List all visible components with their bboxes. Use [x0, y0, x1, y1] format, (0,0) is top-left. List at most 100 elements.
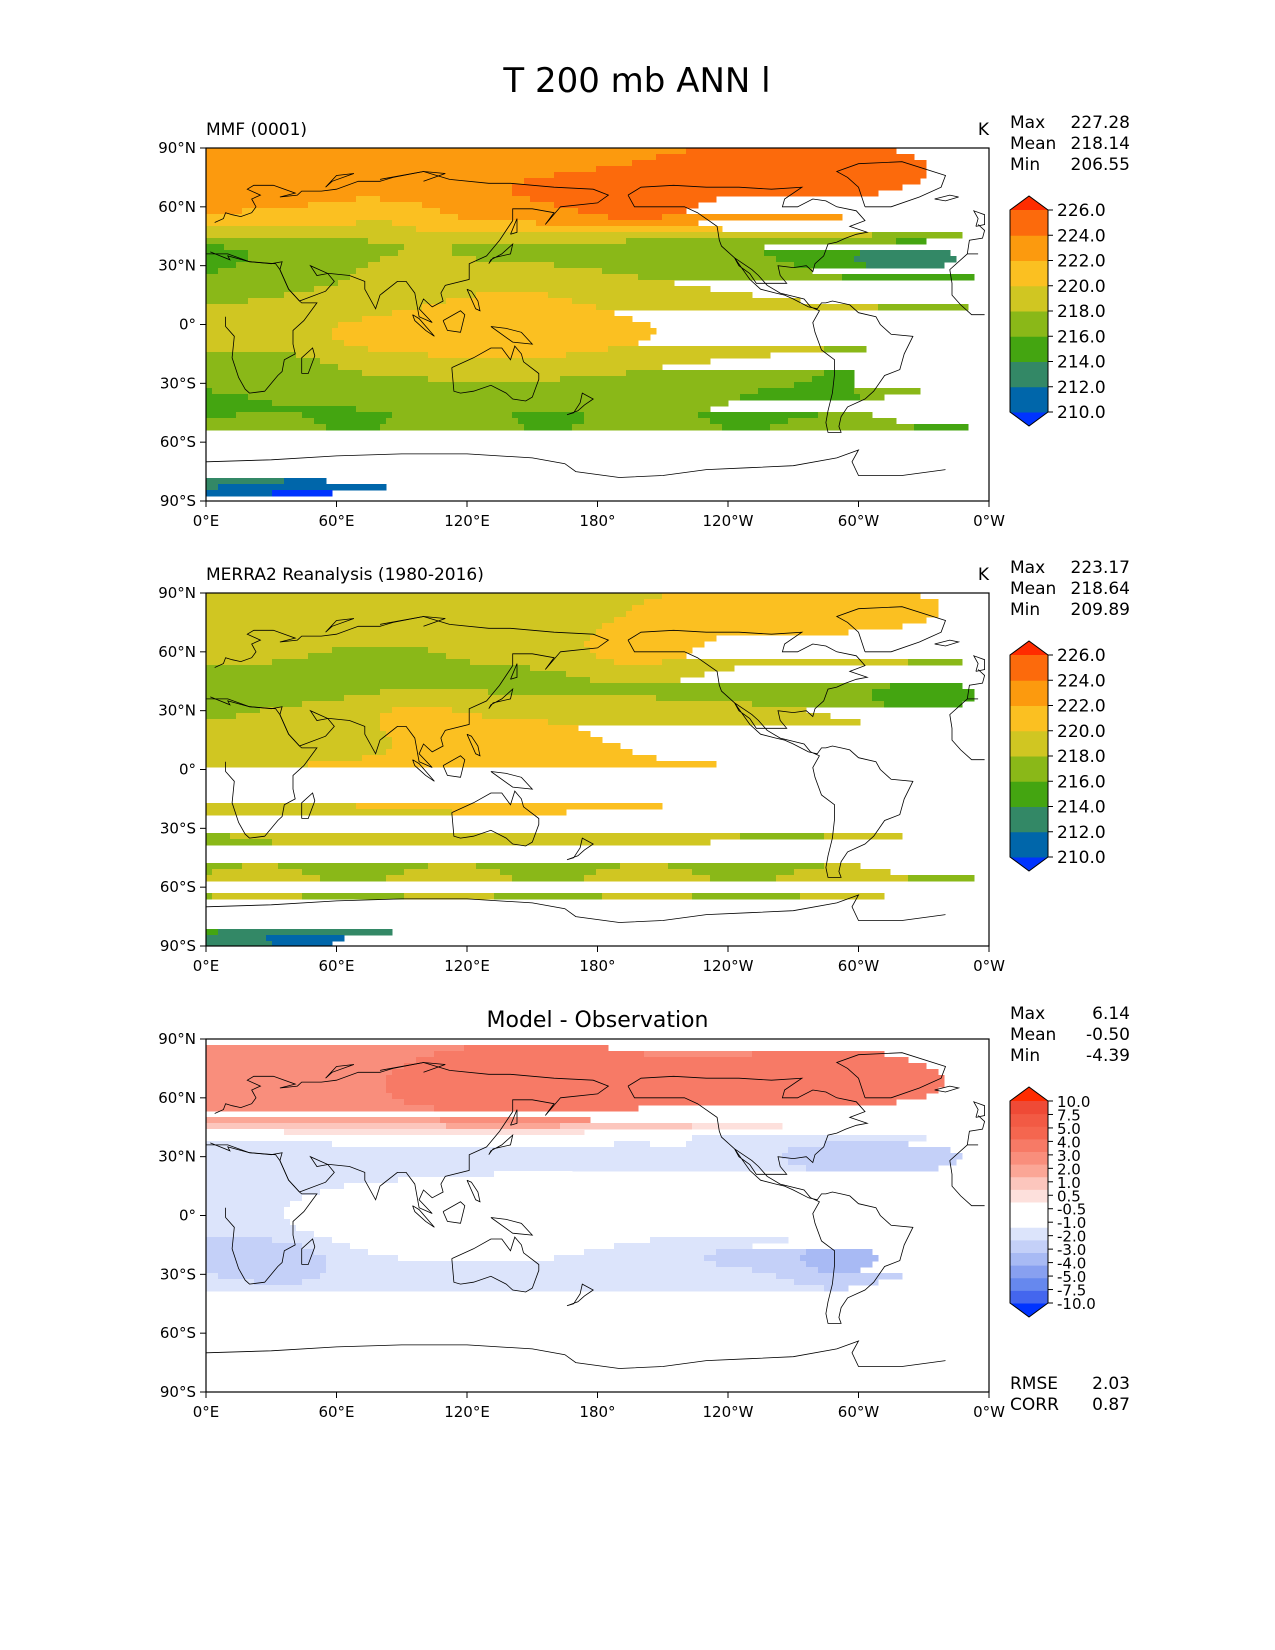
heatmap-cell [308, 202, 423, 209]
colorbar: 226.0 224.0 222.0 220.0 218.0 216.0 214.0 212.0… [1009, 640, 1106, 872]
heatmap-cell [842, 274, 975, 281]
x-tick-label: 180° [579, 1403, 615, 1421]
heatmap-cell [296, 352, 429, 359]
heatmap-cell [794, 869, 891, 876]
stat-value-mean: 218.14 [1071, 134, 1130, 154]
heatmap-cell [284, 478, 327, 485]
heatmap-cell [206, 1171, 495, 1178]
heatmap-field [206, 148, 975, 497]
heatmap-cell [656, 154, 915, 161]
heatmap-cell [206, 292, 285, 299]
colorbar-tick-label: 226.0 [1057, 201, 1106, 221]
heatmap-cell [854, 256, 957, 263]
x-tick-label: 60°E [318, 512, 354, 530]
heatmap-cell [662, 593, 921, 600]
colorbar-band [1010, 210, 1048, 236]
heatmap-cell [524, 178, 921, 185]
heatmap-cell [206, 659, 273, 666]
colorbar-tick-label: 212.0 [1057, 823, 1106, 843]
heatmap-cell [590, 635, 717, 642]
heatmap-cell [632, 160, 927, 167]
colorbar-extend-max [1010, 196, 1048, 210]
heatmap-cell [434, 1105, 639, 1112]
colorbar-band [1010, 311, 1048, 337]
x-tick-label: 60°E [318, 1403, 354, 1421]
heatmap-cell [662, 214, 843, 221]
heatmap-cell [788, 1147, 951, 1154]
heatmap-cell [206, 1201, 291, 1208]
y-tick-label: 90°N [158, 139, 196, 157]
colorbar-band [1010, 1101, 1048, 1115]
heatmap-cell [428, 647, 591, 654]
heatmap-cell [206, 358, 321, 365]
heatmap-cell [344, 340, 639, 347]
colorbar-band [1010, 680, 1048, 706]
colorbar-band [1010, 730, 1048, 757]
heatmap-cell [206, 334, 333, 341]
heatmap-cell [512, 190, 879, 197]
heatmap-cell [206, 1213, 285, 1220]
heatmap-cell [206, 731, 387, 738]
colorbar-extend-min [1010, 1303, 1048, 1317]
heatmap-cell [206, 761, 309, 768]
heatmap-cell [752, 1051, 885, 1058]
heatmap-cell [794, 1279, 879, 1286]
colorbar-band [1010, 1138, 1048, 1152]
heatmap-cell [206, 623, 603, 630]
heatmap-cell [272, 941, 333, 947]
heatmap-cell [800, 1255, 879, 1262]
rmse-label: RMSE [1010, 1374, 1058, 1394]
heatmap-cell [752, 1267, 819, 1274]
x-tick-label: 120°E [444, 1403, 490, 1421]
heatmap-cell [644, 599, 939, 606]
heatmap-cell [206, 1279, 255, 1286]
y-tick-label: 30°S [160, 374, 196, 392]
heatmap-cell [392, 220, 537, 227]
coastline [972, 210, 985, 227]
panel-units-label: K [978, 120, 990, 140]
heatmap-cell [206, 1147, 789, 1154]
heatmap-cell [206, 148, 687, 155]
heatmap-cell [206, 226, 417, 233]
heatmap-cell [392, 310, 615, 317]
colorbar-tick-label: 214.0 [1057, 798, 1106, 818]
heatmap-cell [476, 256, 777, 263]
heatmap-cell [872, 232, 963, 239]
heatmap-cell [494, 893, 603, 900]
heatmap-cell [290, 1201, 723, 1208]
heatmap-cell [872, 695, 975, 702]
heatmap-cell [206, 941, 273, 947]
figure-title: T 200 mb ANN l [502, 61, 770, 101]
heatmap-cell [584, 412, 699, 419]
colorbar-band [1010, 1252, 1048, 1266]
x-tick-label: 0°E [193, 1403, 220, 1421]
heatmap-cell [482, 713, 831, 720]
x-tick-label: 60°W [838, 512, 880, 530]
heatmap-cell [716, 1261, 807, 1268]
heatmap-cell [554, 262, 795, 269]
x-tick-label: 120°E [444, 957, 490, 975]
heatmap-cell [590, 647, 693, 654]
x-tick-label: 120°W [703, 1403, 754, 1421]
heatmap-cell [206, 424, 327, 431]
heatmap-cell [326, 424, 381, 431]
stat-label-mean: Mean [1010, 134, 1056, 154]
heatmap-cell [548, 719, 861, 726]
y-tick-label: 30°N [158, 702, 196, 720]
coastline [466, 733, 481, 757]
stat-label-min: Min [1010, 600, 1040, 620]
heatmap-cell [206, 388, 213, 395]
heatmap-cell [692, 893, 801, 900]
heatmap-cell [806, 1249, 873, 1256]
colorbar-band [1010, 1113, 1048, 1127]
heatmap-cell [386, 1087, 939, 1094]
coastline [301, 1238, 316, 1265]
heatmap-cell [206, 412, 237, 419]
y-tick-label: 30°S [160, 819, 196, 837]
coastline [566, 837, 594, 861]
heatmap-cell [206, 208, 243, 215]
heatmap-cell [872, 689, 975, 696]
heatmap-cell [818, 412, 873, 419]
coastline [451, 1236, 540, 1293]
